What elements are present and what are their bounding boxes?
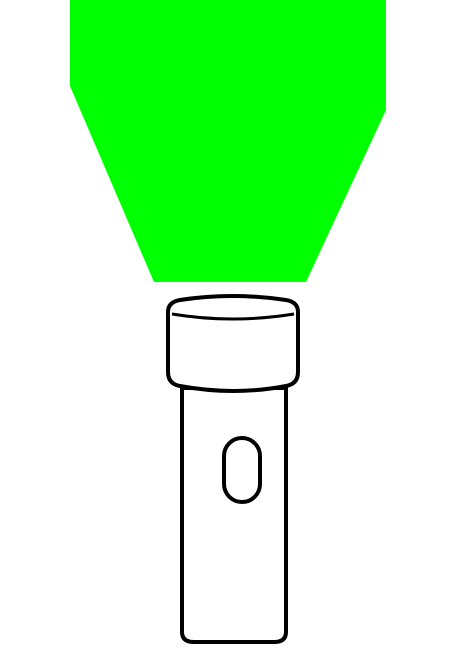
lens-rim bbox=[171, 312, 295, 321]
flashlight-head bbox=[166, 294, 300, 393]
light-beam-icon bbox=[70, 0, 386, 282]
power-switch-icon bbox=[222, 436, 262, 504]
flashlight-body bbox=[180, 386, 288, 644]
